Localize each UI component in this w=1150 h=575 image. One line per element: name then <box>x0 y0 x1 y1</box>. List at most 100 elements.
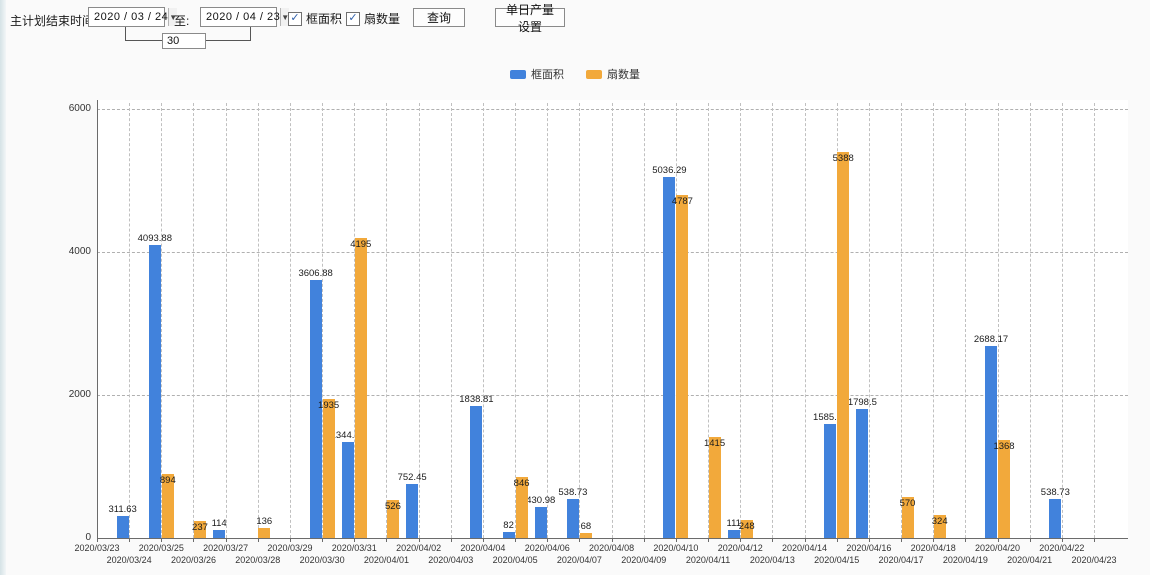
legend-item-fan-count[interactable]: 扇数量 <box>586 66 640 82</box>
x-axis-tick <box>225 538 227 542</box>
bar-frame-area-value-label: 114 <box>211 517 227 529</box>
x-axis-tick-label: 2020/04/04 <box>460 543 506 553</box>
x-axis-tick-label: 2020/04/17 <box>878 555 924 565</box>
x-axis-tick-label: 2020/03/28 <box>235 555 281 565</box>
x-axis-tick-label: 2020/03/24 <box>106 555 152 565</box>
checkmark-icon[interactable]: ✓ <box>346 11 360 26</box>
fan-count-checkbox[interactable]: ✓ 扇数量 <box>346 10 400 27</box>
bar-frame-area <box>341 441 354 538</box>
bar-fan-count-value-label: 4787 <box>671 196 693 208</box>
bar-frame-area-value-label: 538.73 <box>558 487 588 499</box>
x-axis-tick <box>1029 538 1031 542</box>
bar-fan-count-value-label: 526 <box>385 501 401 513</box>
x-axis-tick <box>868 538 870 542</box>
x-axis-tick <box>997 538 999 542</box>
x-axis-tick-label: 2020/04/01 <box>363 555 409 565</box>
gridline-vertical <box>193 103 195 538</box>
x-axis-tick-label: 2020/03/23 <box>74 543 120 553</box>
x-axis-tick <box>161 538 163 542</box>
x-axis-tick-label: 2020/04/18 <box>910 543 956 553</box>
x-axis-tick <box>129 538 131 542</box>
bar-fan-count-value-label: 1935 <box>318 400 340 412</box>
gridline-vertical <box>643 103 645 538</box>
bar-fan-count <box>998 440 1011 538</box>
bar-fan-count <box>386 500 399 538</box>
x-axis-tick-label: 2020/04/07 <box>556 555 602 565</box>
legend-item-frame-area[interactable]: 框面积 <box>510 66 564 82</box>
x-axis-tick-label: 2020/03/27 <box>203 543 249 553</box>
y-axis-line <box>97 100 98 538</box>
bar-frame-area <box>502 532 515 538</box>
days-between-input[interactable] <box>162 33 206 49</box>
y-axis-tick-label: 6000 <box>68 102 91 114</box>
bar-frame-area-value-label: 1838.81 <box>459 394 494 406</box>
bar-frame-area <box>148 244 161 538</box>
bar-frame-area <box>213 529 226 538</box>
x-axis-tick-label: 2020/04/23 <box>1071 555 1117 565</box>
bar-frame-area <box>566 499 579 538</box>
x-axis-tick-label: 2020/04/13 <box>749 555 795 565</box>
bar-fan-count-value-label: 894 <box>159 475 176 486</box>
connector-line <box>250 27 251 41</box>
bar-frame-area <box>727 530 740 538</box>
gridline-vertical <box>933 103 935 538</box>
bar-frame-area <box>824 424 837 538</box>
date-to-picker[interactable]: 2020 / 04 / 23 ▼ <box>200 7 290 27</box>
x-axis-tick <box>322 538 324 542</box>
x-axis-tick <box>386 538 388 542</box>
gridline-vertical <box>708 103 710 538</box>
legend-frame-area-label: 框面积 <box>531 69 564 81</box>
x-axis-tick <box>354 538 356 542</box>
chevron-down-icon[interactable]: ▼ <box>280 8 290 26</box>
gridline-vertical <box>386 103 388 538</box>
x-axis-tick <box>836 538 838 542</box>
gridline-vertical <box>579 103 581 538</box>
gridline-vertical <box>1029 103 1031 538</box>
date-from-picker[interactable]: 2020 / 03 / 24 ▼ <box>88 7 178 27</box>
fan-count-checkbox-label: 扇数量 <box>364 12 401 26</box>
bar-frame-area <box>406 484 419 538</box>
x-axis-tick <box>579 538 581 542</box>
x-axis-tick-label: 2020/04/05 <box>492 555 538 565</box>
query-button[interactable]: 查询 <box>413 8 465 27</box>
x-axis-tick-label: 2020/03/29 <box>267 543 313 553</box>
x-axis-tick <box>675 538 677 542</box>
frame-area-checkbox[interactable]: ✓ 框面积 <box>288 10 342 27</box>
bar-frame-area <box>116 515 129 538</box>
bar-frame-area-value-label: 3606.88 <box>298 267 333 279</box>
bar-fan-count <box>837 152 850 538</box>
bar-fan-count <box>708 436 721 538</box>
gridline-vertical <box>225 103 227 538</box>
bar-frame-area <box>309 279 322 538</box>
frame-area-checkbox-label: 框面积 <box>306 12 343 26</box>
x-axis-tick-label: 2020/04/21 <box>1007 555 1053 565</box>
gridline-vertical <box>161 103 163 538</box>
x-axis-tick <box>611 538 613 542</box>
connector-line <box>206 40 251 41</box>
bar-fan-count-value-label: 1368 <box>993 441 1015 453</box>
gridline-vertical <box>450 103 452 538</box>
x-axis-tick <box>97 538 98 542</box>
bar-fan-count <box>676 195 689 538</box>
chevron-down-icon[interactable]: ▼ <box>168 8 178 26</box>
bar-frame-area-value-label: 1585.96 <box>813 412 848 424</box>
checkmark-icon[interactable]: ✓ <box>288 11 302 26</box>
bar-fan-count <box>161 474 174 538</box>
gridline-vertical <box>289 103 291 538</box>
x-axis-tick <box>643 538 645 542</box>
x-axis-tick <box>965 538 967 542</box>
bar-frame-area-value-label: 311.63 <box>108 503 137 515</box>
gridline-vertical <box>322 103 324 538</box>
x-axis-tick-label: 2020/04/02 <box>396 543 442 553</box>
gridline-vertical <box>418 103 420 538</box>
bar-fan-count <box>740 520 753 538</box>
bar-fan-count-value-label: 324 <box>931 515 948 527</box>
x-axis-tick <box>418 538 420 542</box>
bar-fan-count-value-label: 570 <box>899 498 916 510</box>
gridline-vertical <box>804 103 806 538</box>
to-label: 至: <box>174 14 190 28</box>
x-axis-tick <box>933 538 935 542</box>
x-axis-tick-label: 2020/04/10 <box>653 543 699 553</box>
plan-end-time-label: 主计划结束时间: <box>10 14 98 28</box>
gridline-vertical <box>868 103 870 538</box>
